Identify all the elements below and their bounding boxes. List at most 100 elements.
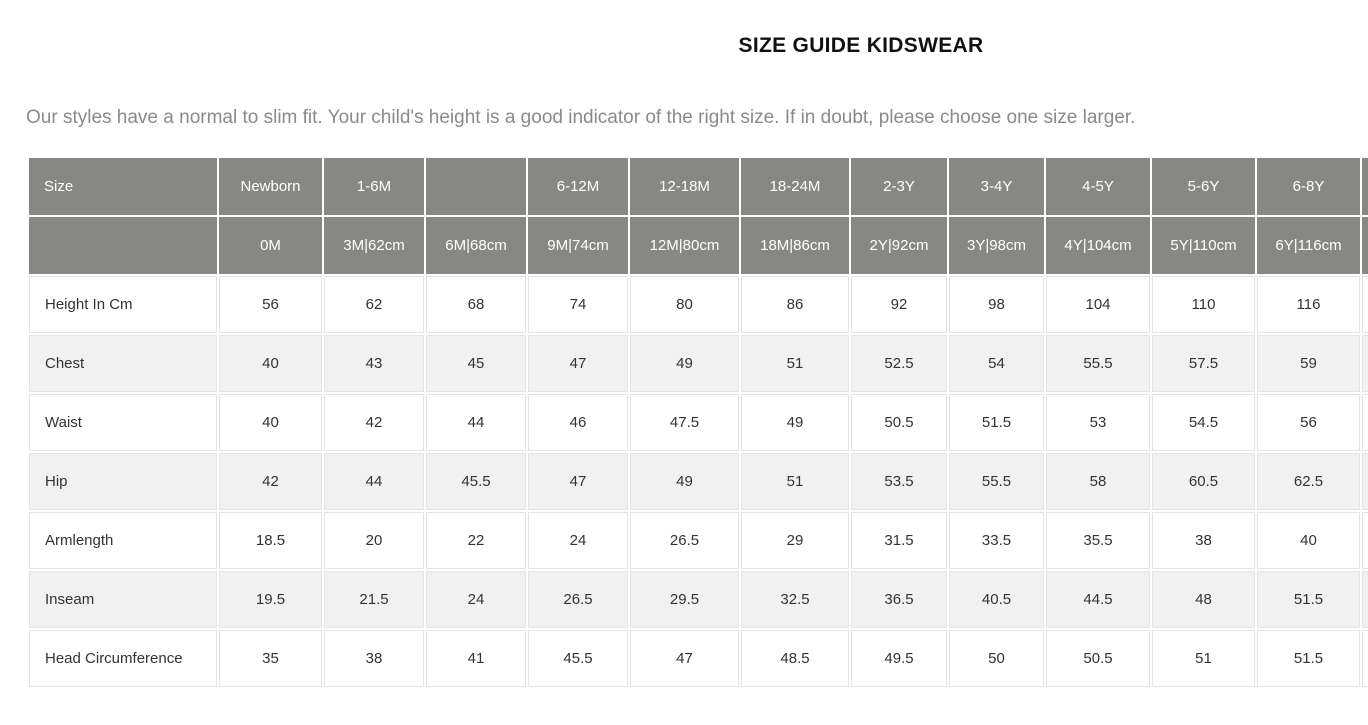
table-cell: 31.5 bbox=[851, 512, 947, 569]
header-cell: 3-4Y bbox=[949, 158, 1044, 215]
header-cell: 2-3Y bbox=[851, 158, 947, 215]
table-cell: 98 bbox=[949, 276, 1044, 333]
table-cell: 51 bbox=[741, 453, 849, 510]
table-cell: 47 bbox=[528, 335, 628, 392]
table-cell bbox=[1362, 512, 1368, 569]
table-cell: 48 bbox=[1152, 571, 1255, 628]
intro-text: Our styles have a normal to slim fit. Yo… bbox=[26, 107, 1136, 128]
table-cell: 51.5 bbox=[1257, 630, 1360, 687]
header-cell: 6-12M bbox=[528, 158, 628, 215]
table-cell: 48.5 bbox=[741, 630, 849, 687]
table-cell: 36.5 bbox=[851, 571, 947, 628]
header-cell bbox=[1362, 217, 1368, 274]
header-cell: Newborn bbox=[219, 158, 322, 215]
header-cell: 12M|80cm bbox=[630, 217, 739, 274]
table-cell: 20 bbox=[324, 512, 424, 569]
table-row: Armlength 18.5 20 22 24 26.5 29 31.5 33.5 35.5 38 4… bbox=[29, 512, 1368, 569]
table-cell: 24 bbox=[528, 512, 628, 569]
header-row-age-height: 0M 3M|62cm 6M|68cm 9M|74cm 12M|80cm 18M|… bbox=[29, 217, 1368, 274]
table-cell: 44 bbox=[324, 453, 424, 510]
table-cell: 62 bbox=[324, 276, 424, 333]
header-cell: 9M|74cm bbox=[528, 217, 628, 274]
size-table: Size Newborn 1-6M 6-12M 12-18M 18-24M 2-… bbox=[27, 156, 1368, 689]
table-cell: 52.5 bbox=[851, 335, 947, 392]
table-cell: 35 bbox=[219, 630, 322, 687]
table-cell: 47 bbox=[630, 630, 739, 687]
table-cell: 49 bbox=[630, 453, 739, 510]
header-cell bbox=[1362, 158, 1368, 215]
table-cell: 45.5 bbox=[528, 630, 628, 687]
table-row: Inseam 19.5 21.5 24 26.5 29.5 32.5 36.5 40.5 44.5… bbox=[29, 571, 1368, 628]
table-cell: 55.5 bbox=[1046, 335, 1150, 392]
table-cell: 50 bbox=[949, 630, 1044, 687]
table-cell: 38 bbox=[324, 630, 424, 687]
table-cell: 43 bbox=[324, 335, 424, 392]
table-cell: 24 bbox=[426, 571, 526, 628]
header-cell: 5-6Y bbox=[1152, 158, 1255, 215]
header-cell: 18M|86cm bbox=[741, 217, 849, 274]
header-cell: 12-18M bbox=[630, 158, 739, 215]
header-cell: Size bbox=[29, 158, 217, 215]
table-cell: 53 bbox=[1046, 394, 1150, 451]
table-cell: 40 bbox=[1257, 512, 1360, 569]
table-cell: 42 bbox=[219, 453, 322, 510]
table-cell: 49 bbox=[630, 335, 739, 392]
table-cell: 38 bbox=[1152, 512, 1255, 569]
table-cell: 80 bbox=[630, 276, 739, 333]
table-cell: 22 bbox=[426, 512, 526, 569]
table-cell: 32.5 bbox=[741, 571, 849, 628]
table-cell: 29 bbox=[741, 512, 849, 569]
table-cell: 29.5 bbox=[630, 571, 739, 628]
table-cell: 46 bbox=[528, 394, 628, 451]
table-cell: 35.5 bbox=[1046, 512, 1150, 569]
table-cell: 58 bbox=[1046, 453, 1150, 510]
header-cell: 2Y|92cm bbox=[851, 217, 947, 274]
table-cell: 44.5 bbox=[1046, 571, 1150, 628]
size-table-body: Height In Cm 56 62 68 74 80 86 92 98 104 110 116 Che… bbox=[29, 276, 1368, 687]
table-cell: 26.5 bbox=[630, 512, 739, 569]
table-cell: 19.5 bbox=[219, 571, 322, 628]
table-cell: 54.5 bbox=[1152, 394, 1255, 451]
table-cell: 33.5 bbox=[949, 512, 1044, 569]
table-row: Chest 40 43 45 47 49 51 52.5 54 55.5 57.5 59 bbox=[29, 335, 1368, 392]
row-label: Height In Cm bbox=[29, 276, 217, 333]
table-cell: 53.5 bbox=[851, 453, 947, 510]
table-cell: 49 bbox=[741, 394, 849, 451]
table-cell: 40 bbox=[219, 394, 322, 451]
header-cell bbox=[426, 158, 526, 215]
table-cell: 40 bbox=[219, 335, 322, 392]
table-row: Head Circumference 35 38 41 45.5 47 48.5 49.5 50… bbox=[29, 630, 1368, 687]
table-cell: 51 bbox=[741, 335, 849, 392]
header-cell: 3Y|98cm bbox=[949, 217, 1044, 274]
row-label: Armlength bbox=[29, 512, 217, 569]
table-cell: 116 bbox=[1257, 276, 1360, 333]
row-label: Head Circumference bbox=[29, 630, 217, 687]
table-row: Hip 42 44 45.5 47 49 51 53.5 55.5 58 60.5 62.5 bbox=[29, 453, 1368, 510]
table-row: Waist 40 42 44 46 47.5 49 50.5 51.5 53 54.5 56 bbox=[29, 394, 1368, 451]
table-cell: 55.5 bbox=[949, 453, 1044, 510]
header-cell: 6-8Y bbox=[1257, 158, 1360, 215]
table-cell: 54 bbox=[949, 335, 1044, 392]
table-cell: 57.5 bbox=[1152, 335, 1255, 392]
table-cell: 56 bbox=[1257, 394, 1360, 451]
table-cell: 21.5 bbox=[324, 571, 424, 628]
table-cell: 51.5 bbox=[949, 394, 1044, 451]
table-row: Height In Cm 56 62 68 74 80 86 92 98 104 110 116 bbox=[29, 276, 1368, 333]
header-cell: 3M|62cm bbox=[324, 217, 424, 274]
header-cell: 4-5Y bbox=[1046, 158, 1150, 215]
table-cell bbox=[1362, 630, 1368, 687]
page-title: SIZE GUIDE KIDSWEAR bbox=[738, 34, 984, 57]
table-cell: 50.5 bbox=[1046, 630, 1150, 687]
table-cell: 74 bbox=[528, 276, 628, 333]
table-cell: 51.5 bbox=[1257, 571, 1360, 628]
header-cell: 5Y|110cm bbox=[1152, 217, 1255, 274]
header-cell: 6Y|116cm bbox=[1257, 217, 1360, 274]
header-cell: 18-24M bbox=[741, 158, 849, 215]
size-table-container: Size Newborn 1-6M 6-12M 12-18M 18-24M 2-… bbox=[27, 156, 1368, 689]
table-cell bbox=[1362, 335, 1368, 392]
header-cell: 1-6M bbox=[324, 158, 424, 215]
table-cell: 18.5 bbox=[219, 512, 322, 569]
table-cell: 86 bbox=[741, 276, 849, 333]
table-cell bbox=[1362, 394, 1368, 451]
table-cell: 45 bbox=[426, 335, 526, 392]
